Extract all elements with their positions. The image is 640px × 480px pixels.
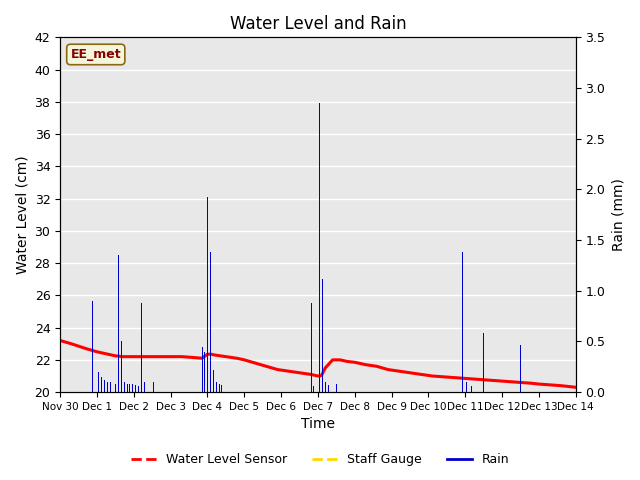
Text: EE_met: EE_met [70,48,121,61]
Y-axis label: Rain (mm): Rain (mm) [611,178,625,251]
Title: Water Level and Rain: Water Level and Rain [230,15,406,33]
Y-axis label: Water Level (cm): Water Level (cm) [15,156,29,274]
Legend: Water Level Sensor, Staff Gauge, Rain: Water Level Sensor, Staff Gauge, Rain [125,448,515,471]
X-axis label: Time: Time [301,418,335,432]
